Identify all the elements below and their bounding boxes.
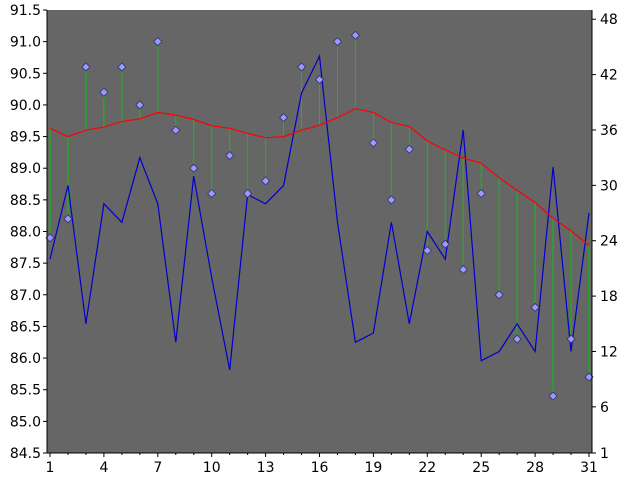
y-left-tick-label: 87.5 (10, 256, 41, 272)
data-point (153, 37, 163, 47)
axes: 1 4 7 10 13 16 19 22 25 28 3184.585.085.586.086.58… (10, 3, 618, 476)
y-left-tick-label: 88.5 (10, 193, 41, 209)
data-point (530, 302, 540, 313)
y-left-tick-label: 84.5 (10, 446, 41, 462)
x-tick-label: 7 (153, 460, 162, 476)
drop-lines (49, 35, 590, 397)
series-line-red (49, 108, 590, 246)
data-point (458, 264, 468, 275)
data-point (566, 334, 576, 344)
data-point (422, 245, 432, 256)
x-tick-label: 16 (311, 460, 329, 476)
x-tick-label: 22 (418, 460, 436, 476)
data-point (135, 100, 145, 110)
data-point (440, 239, 450, 249)
y-right-tick-label: 36 (600, 123, 618, 139)
y-left-tick-label: 86.0 (10, 351, 41, 367)
series-lines (49, 53, 590, 371)
data-point (261, 176, 271, 186)
y-left-tick-label: 87.0 (10, 288, 41, 304)
data-point (512, 334, 522, 344)
x-tick-label: 19 (364, 460, 382, 476)
y-right-tick-label: 1 (600, 446, 609, 462)
data-point (189, 163, 199, 173)
y-right-tick-label: 6 (600, 400, 609, 416)
y-left-tick-label: 86.5 (10, 319, 41, 335)
y-right-tick-label: 30 (600, 178, 618, 194)
y-left-tick-label: 85.5 (10, 383, 41, 399)
y-left-tick-label: 85.0 (10, 414, 41, 430)
data-point (63, 214, 73, 224)
y-right-tick-label: 24 (600, 234, 618, 250)
data-point (404, 144, 414, 154)
x-tick-label: 28 (526, 460, 544, 476)
x-tick-label: 4 (99, 460, 108, 476)
data-point (279, 113, 289, 123)
data-point (332, 37, 343, 47)
y-right-tick-label: 42 (600, 68, 618, 84)
data-point (386, 195, 396, 205)
data-point (225, 150, 235, 161)
data-point (368, 138, 378, 148)
x-tick-label: 25 (472, 460, 490, 476)
y-left-tick-label: 91.5 (10, 3, 41, 19)
y-left-tick-label: 90.5 (10, 66, 41, 82)
x-tick-label: 31 (580, 460, 598, 476)
data-point (494, 290, 504, 300)
y-left-tick-label: 91.0 (10, 35, 41, 51)
data-point (296, 62, 307, 72)
y-left-tick-label: 88.0 (10, 225, 41, 241)
y-left-tick-label: 89.0 (10, 161, 41, 177)
y-right-tick-label: 12 (600, 344, 618, 360)
x-tick-label: 13 (257, 460, 275, 476)
y-left-tick-label: 90.0 (10, 98, 41, 114)
data-point (476, 188, 486, 199)
y-left-tick-label: 89.5 (10, 130, 41, 146)
data-point (117, 62, 127, 72)
x-tick-label: 1 (46, 460, 55, 476)
data-point (99, 87, 109, 97)
y-right-tick-label: 18 (600, 289, 618, 305)
diamond-markers (45, 30, 594, 401)
data-point (171, 125, 181, 135)
y-right-tick-label: 48 (600, 12, 618, 28)
data-point (350, 30, 360, 40)
data-point (207, 188, 217, 199)
data-point (548, 391, 558, 401)
series-line-blue (49, 53, 590, 371)
x-tick-label: 10 (203, 460, 221, 476)
data-point (243, 188, 253, 199)
data-point (314, 75, 325, 85)
data-point (81, 62, 91, 72)
